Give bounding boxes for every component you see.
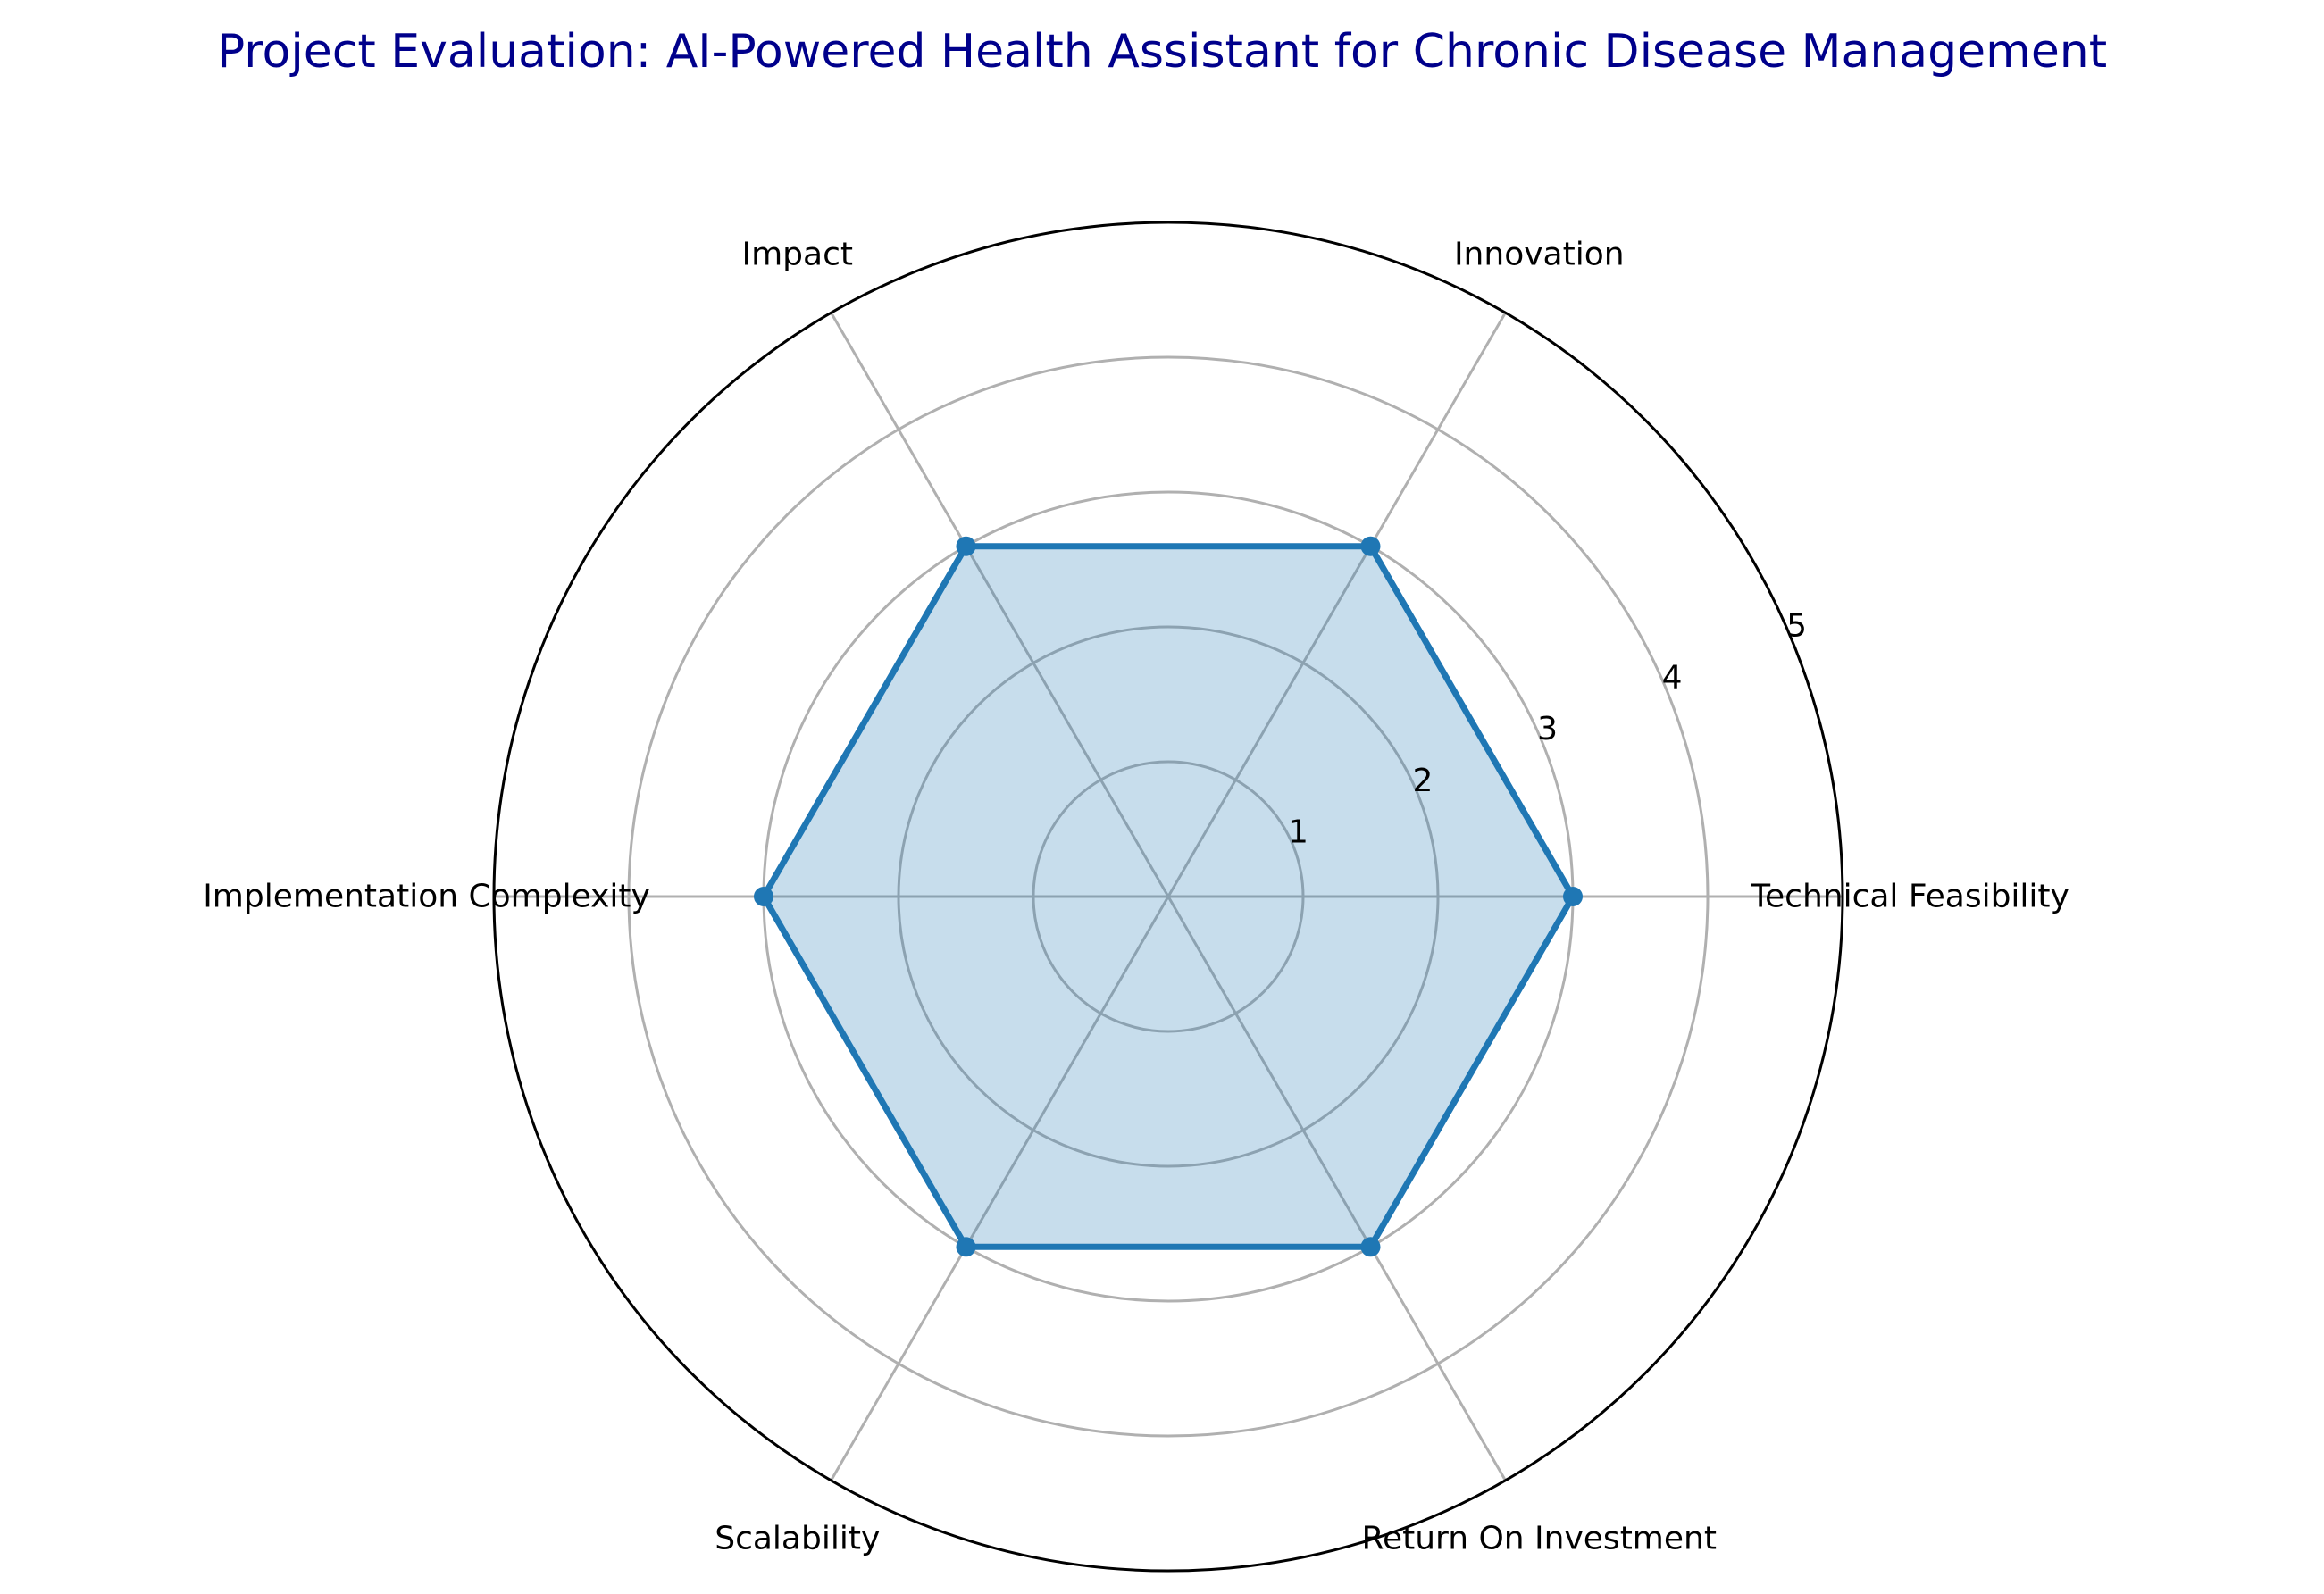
category-label-6: Return On Investment (1362, 1521, 1717, 1557)
grid-spoke-2 (1166, 312, 1507, 897)
r-tick-label-5: 5 (1786, 608, 1807, 645)
category-label-1: Technical Feasibility (1750, 879, 2069, 915)
data-point-2 (1360, 536, 1381, 556)
r-tick-label-4: 4 (1662, 659, 1683, 696)
series-area (764, 546, 1573, 1248)
grid-spoke-6 (1166, 896, 1507, 1481)
r-tick-label-1: 1 (1288, 814, 1308, 851)
grid-spoke-5 (830, 896, 1170, 1481)
label-layer: Technical Feasibility Innovation Impact Imp… (203, 236, 2069, 1556)
frame-layer (492, 221, 1844, 1573)
data-point-6 (1360, 1237, 1381, 1257)
series-layer (754, 536, 1583, 1257)
polar-frame (492, 221, 1844, 1573)
chart-title: Project Evaluation: AI-Powered Health As… (217, 25, 2107, 79)
category-label-3: Impact (741, 236, 853, 272)
grid-spoke-3 (830, 312, 1170, 897)
data-point-4 (754, 887, 773, 906)
r-tick-label-2: 2 (1413, 763, 1434, 799)
category-label-2: Innovation (1454, 236, 1625, 272)
data-point-1 (1563, 887, 1583, 906)
r-tick-label-3: 3 (1537, 711, 1558, 747)
data-point-3 (956, 536, 976, 556)
category-label-5: Scalability (715, 1521, 880, 1557)
category-label-4: Implementation Complexity (203, 879, 650, 915)
data-point-5 (956, 1237, 976, 1257)
